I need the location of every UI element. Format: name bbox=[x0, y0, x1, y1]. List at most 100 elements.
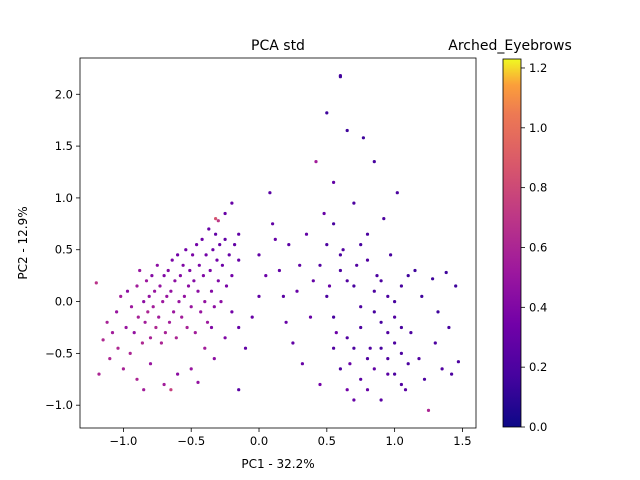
data-point bbox=[237, 232, 241, 236]
data-point bbox=[146, 310, 150, 314]
data-point bbox=[214, 232, 218, 236]
x-tick-label: 1.5 bbox=[453, 434, 471, 448]
data-point bbox=[128, 351, 132, 355]
data-point bbox=[393, 372, 397, 376]
data-point bbox=[352, 398, 356, 402]
y-tick-label: 1.0 bbox=[55, 191, 73, 205]
data-point bbox=[211, 248, 215, 252]
data-point bbox=[257, 294, 261, 298]
data-point bbox=[436, 310, 440, 314]
data-point bbox=[345, 336, 349, 340]
data-point bbox=[215, 258, 219, 262]
data-point bbox=[308, 315, 313, 319]
data-point bbox=[348, 362, 352, 366]
data-point bbox=[165, 294, 169, 298]
colorbar-tick-label: 0.2 bbox=[529, 360, 547, 374]
data-point bbox=[368, 346, 372, 350]
data-point bbox=[406, 362, 410, 366]
data-point bbox=[386, 294, 390, 298]
data-point bbox=[237, 388, 241, 392]
data-point bbox=[284, 320, 288, 324]
data-point bbox=[184, 248, 188, 252]
data-point bbox=[209, 325, 214, 330]
data-point bbox=[379, 346, 383, 350]
data-point bbox=[389, 253, 393, 257]
x-axis-label: PC1 - 32.2% bbox=[241, 457, 314, 471]
data-point bbox=[200, 237, 204, 241]
y-axis-ticks: −1.0 −0.5 0.0 0.5 1.0 1.5 2.0 bbox=[45, 87, 80, 412]
data-point bbox=[440, 367, 444, 371]
data-point bbox=[359, 305, 363, 309]
data-point bbox=[119, 294, 123, 298]
data-point bbox=[169, 388, 173, 392]
data-point bbox=[116, 346, 120, 350]
data-point bbox=[352, 346, 356, 350]
data-point bbox=[169, 289, 173, 293]
data-point bbox=[195, 243, 199, 247]
data-point bbox=[178, 274, 182, 278]
x-tick-label: 0.5 bbox=[318, 434, 336, 448]
data-point bbox=[177, 300, 181, 304]
data-point bbox=[147, 294, 151, 298]
data-point bbox=[338, 253, 342, 257]
data-point bbox=[318, 263, 322, 267]
data-point bbox=[281, 294, 285, 298]
x-tick-label: −0.5 bbox=[177, 434, 205, 448]
data-point bbox=[94, 281, 98, 285]
y-axis-label: PC2 - 12.9% bbox=[16, 206, 30, 279]
data-point bbox=[338, 75, 342, 79]
data-point bbox=[359, 325, 363, 330]
data-point bbox=[223, 336, 227, 340]
y-tick-label: 2.0 bbox=[55, 87, 73, 101]
data-point bbox=[197, 263, 201, 267]
data-point bbox=[341, 248, 345, 252]
data-point bbox=[135, 377, 139, 381]
data-point bbox=[153, 289, 157, 293]
data-point bbox=[379, 279, 383, 283]
data-point bbox=[204, 253, 208, 257]
data-point bbox=[148, 362, 153, 366]
data-point bbox=[395, 191, 399, 195]
data-point bbox=[101, 338, 105, 342]
data-point bbox=[97, 372, 101, 376]
data-point bbox=[172, 310, 176, 314]
data-point bbox=[196, 380, 200, 384]
data-point bbox=[304, 232, 309, 236]
data-point bbox=[406, 274, 410, 278]
colorbar-tick-label: 1.2 bbox=[529, 61, 547, 75]
data-point bbox=[237, 325, 241, 330]
data-point bbox=[157, 315, 161, 319]
data-point bbox=[273, 237, 277, 241]
data-point bbox=[220, 263, 224, 267]
data-point bbox=[359, 377, 363, 381]
data-point bbox=[409, 331, 413, 335]
data-point bbox=[151, 305, 155, 309]
data-point bbox=[291, 341, 295, 345]
data-point bbox=[167, 320, 172, 324]
plot-frame bbox=[79, 57, 477, 429]
data-point bbox=[325, 111, 329, 115]
data-point bbox=[399, 351, 403, 355]
data-point bbox=[108, 357, 112, 361]
data-point bbox=[375, 274, 379, 278]
data-point bbox=[332, 315, 336, 319]
data-point bbox=[403, 388, 408, 392]
data-point bbox=[314, 160, 318, 164]
data-point bbox=[257, 253, 261, 257]
data-point bbox=[135, 284, 139, 288]
data-point bbox=[318, 382, 322, 387]
data-point bbox=[268, 191, 272, 195]
data-point bbox=[372, 289, 376, 293]
data-point bbox=[393, 315, 397, 319]
colorbar bbox=[502, 58, 522, 428]
data-point bbox=[166, 268, 170, 273]
data-point bbox=[203, 300, 207, 304]
data-point bbox=[163, 331, 167, 335]
data-point bbox=[105, 320, 109, 324]
data-point bbox=[399, 284, 403, 288]
data-point bbox=[185, 325, 189, 330]
data-point bbox=[158, 284, 162, 288]
data-point bbox=[359, 243, 363, 247]
plot-background bbox=[80, 58, 476, 428]
data-point bbox=[212, 357, 216, 361]
